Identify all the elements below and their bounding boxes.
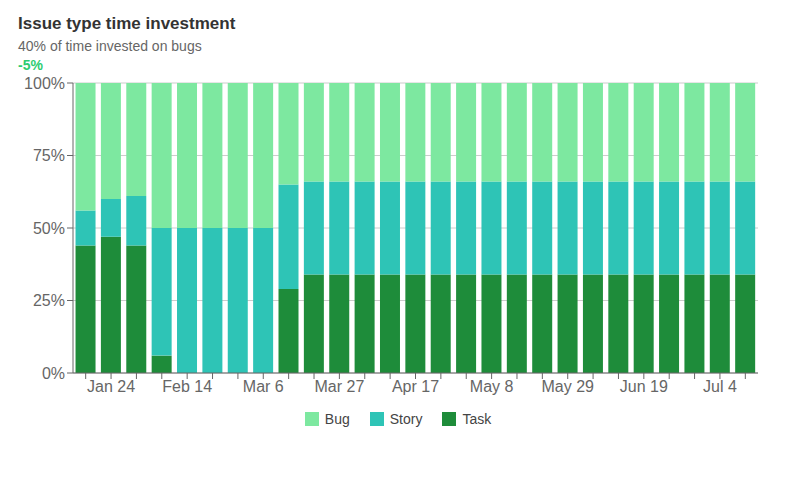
svg-text:May 8: May 8 <box>470 378 514 395</box>
html-text:Bug: Bug <box>324 411 350 427</box>
svg-text:100%: 100% <box>24 75 65 92</box>
svg-text:50%: 50% <box>33 220 65 237</box>
svg-text:Feb 14: Feb 14 <box>162 378 212 395</box>
html-text:Issue type time investment: Issue type time investment <box>18 14 236 33</box>
svg-text:Jul 4: Jul 4 <box>703 378 737 395</box>
svg-text:Mar 6: Mar 6 <box>243 378 284 395</box>
html-text:Task: Task <box>462 411 492 427</box>
svg-text:0%: 0% <box>42 365 65 382</box>
svg-text:75%: 75% <box>33 147 65 164</box>
html-text:-5%: -5% <box>18 57 43 73</box>
svg-text:Jan 24: Jan 24 <box>87 378 135 395</box>
svg-text:May 29: May 29 <box>541 378 594 395</box>
svg-text:25%: 25% <box>33 292 65 309</box>
svg-text:Mar 27: Mar 27 <box>314 378 364 395</box>
html-text:Story: Story <box>389 411 423 427</box>
svg-text:Apr 17: Apr 17 <box>392 378 439 395</box>
svg-text:Jun 19: Jun 19 <box>620 378 668 395</box>
html-text:40% of time invested on bugs: 40% of time invested on bugs <box>18 38 202 54</box>
